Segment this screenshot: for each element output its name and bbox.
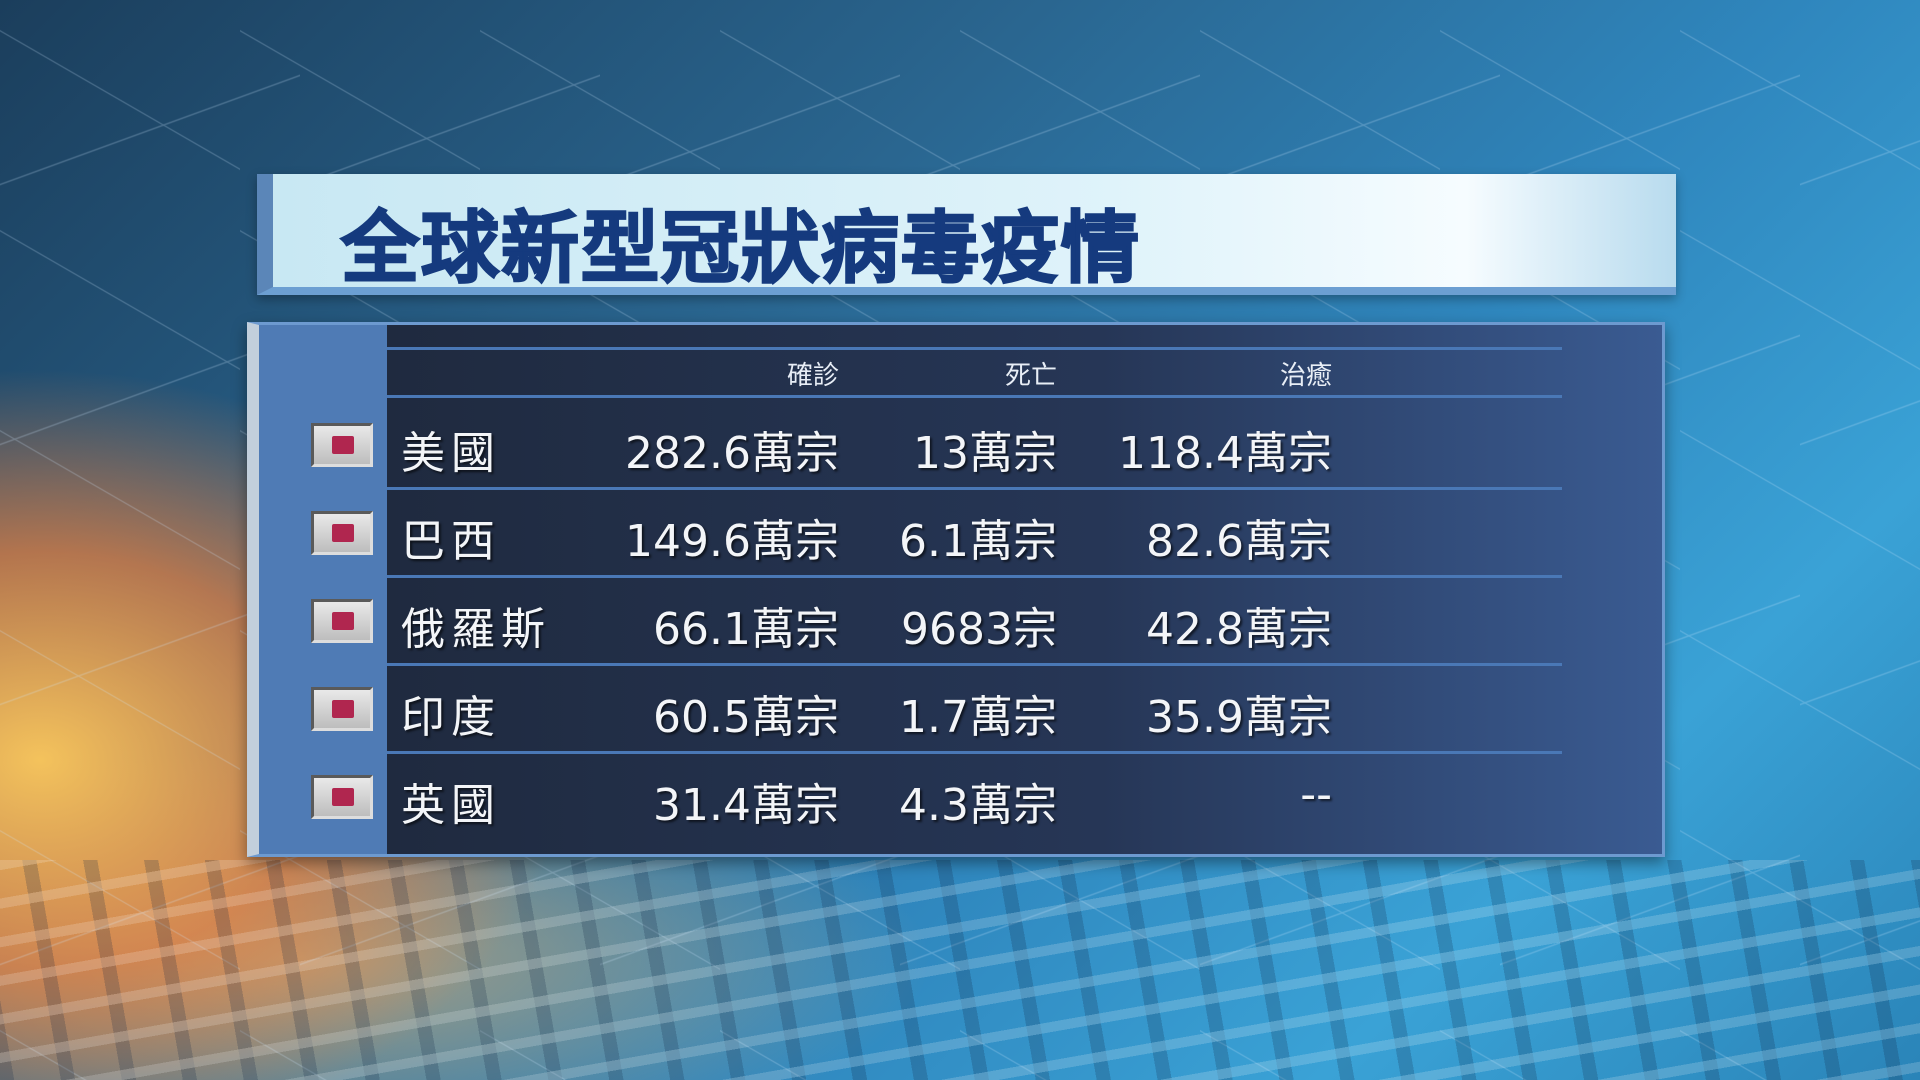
divider xyxy=(387,663,1562,666)
recovered-value: 118.4萬宗 xyxy=(1118,428,1332,479)
recovered-value: 35.9萬宗 xyxy=(1146,692,1332,743)
confirmed-value: 31.4萬宗 xyxy=(653,780,839,831)
table-row: 印度 60.5萬宗 1.7萬宗 35.9萬宗 xyxy=(259,665,1662,753)
deaths-value: 4.3萬宗 xyxy=(899,780,1057,831)
confirmed-value: 149.6萬宗 xyxy=(625,516,839,567)
confirmed-value: 60.5萬宗 xyxy=(653,692,839,743)
country-name: 巴西 xyxy=(401,516,501,567)
country-name: 俄羅斯 xyxy=(401,604,551,655)
flag-icon xyxy=(311,775,373,819)
country-name: 英國 xyxy=(401,780,501,831)
flag-icon xyxy=(311,423,373,467)
table-row: 美國 282.6萬宗 13萬宗 118.4萬宗 xyxy=(259,401,1662,489)
deaths-value: 1.7萬宗 xyxy=(899,692,1057,743)
page-title: 全球新型冠狀病毒疫情 xyxy=(340,203,1142,295)
divider xyxy=(387,487,1562,490)
recovered-value: 42.8萬宗 xyxy=(1146,604,1332,655)
confirmed-value: 282.6萬宗 xyxy=(625,428,839,479)
stats-table: 確診 死亡 治癒 美國 282.6萬宗 13萬宗 118.4萬宗 巴西 149.… xyxy=(247,322,1665,857)
divider xyxy=(387,347,1562,350)
table-row: 巴西 149.6萬宗 6.1萬宗 82.6萬宗 xyxy=(259,489,1662,577)
recovered-value: -- xyxy=(1300,769,1332,820)
recovered-value: 82.6萬宗 xyxy=(1146,516,1332,567)
divider xyxy=(387,751,1562,754)
confirmed-value: 66.1萬宗 xyxy=(653,604,839,655)
deaths-value: 9683宗 xyxy=(901,604,1057,655)
background-floor xyxy=(0,860,1920,1080)
title-panel: 全球新型冠狀病毒疫情 xyxy=(257,174,1676,295)
flag-icon xyxy=(311,511,373,555)
country-name: 美國 xyxy=(401,428,501,479)
divider xyxy=(387,575,1562,578)
deaths-value: 6.1萬宗 xyxy=(899,516,1057,567)
country-name: 印度 xyxy=(401,692,501,743)
flag-icon xyxy=(311,687,373,731)
table-row: 俄羅斯 66.1萬宗 9683宗 42.8萬宗 xyxy=(259,577,1662,665)
header-recovered: 治癒 xyxy=(1279,361,1332,391)
header-confirmed: 確診 xyxy=(786,361,839,391)
divider xyxy=(387,395,1562,398)
header-deaths: 死亡 xyxy=(1004,361,1057,391)
deaths-value: 13萬宗 xyxy=(913,428,1057,479)
table-row: 英國 31.4萬宗 4.3萬宗 -- xyxy=(259,753,1662,841)
flag-icon xyxy=(311,599,373,643)
